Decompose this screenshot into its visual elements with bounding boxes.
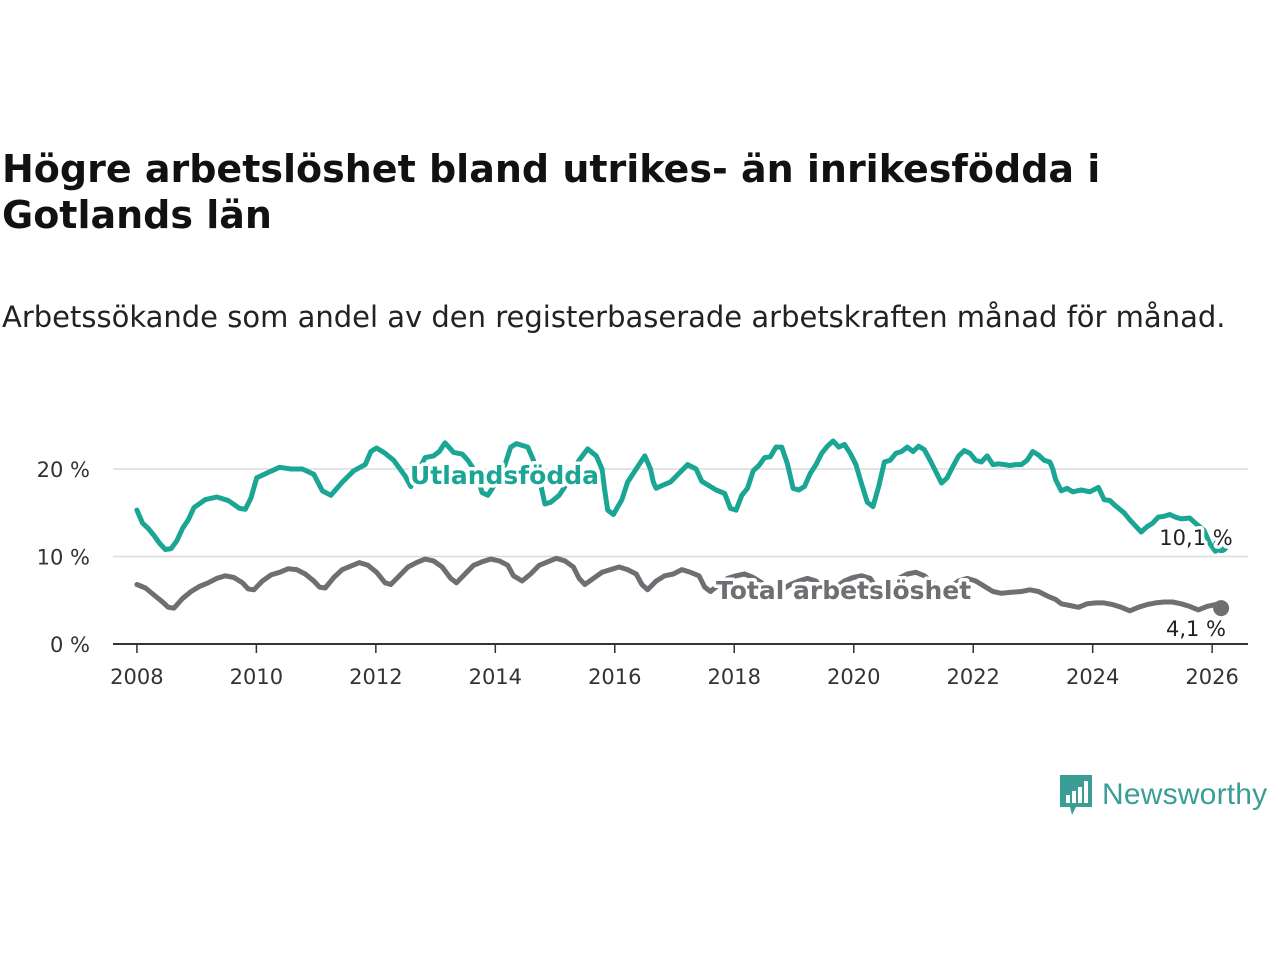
end-value-total-halo: 4,1 % [1166,617,1226,641]
series-label-utlandsfodda-halo: Utlandsfödda [410,461,599,490]
line-chart: 0 % 10 % 20 % 2008 2010 2012 2014 2016 2018 2020… [37,438,1248,689]
x-tick-label: 2022 [946,665,999,689]
chart-title: Högre arbetslöshet bland utrikes- än inr… [2,147,1101,237]
series-endpoint [1213,537,1230,554]
y-axis: 0 % 10 % 20 % [37,458,90,657]
brand-name: Newsworthy [1102,778,1268,811]
x-tick-label: 2012 [349,665,402,689]
y-tick-label: 20 % [37,458,90,482]
end-value-total: 4,1 % [1166,617,1226,641]
x-tick-label: 2026 [1185,665,1238,689]
series-lines [134,438,1230,617]
x-tick-label: 2018 [708,665,761,689]
end-value-utlandsfodda: 10,1 % [1159,526,1232,550]
series-label-utlandsfodda: Utlandsfödda [410,461,599,490]
series-line-total [134,555,1224,614]
y-tick-label: 10 % [37,546,90,570]
series-line-utlandsfodda [134,438,1224,554]
x-axis: 2008 2010 2012 2014 2016 2018 2020 2022 2024 2026 [110,643,1248,689]
chart-subtitle: Arbetssökande som andel av den registerb… [2,300,1226,334]
x-tick-label: 2014 [469,665,522,689]
bar-chart-icon [1060,775,1092,815]
x-tick-label: 2016 [588,665,641,689]
x-tick-label: 2010 [230,665,283,689]
y-tick-label: 0 % [50,633,90,657]
x-tick-label: 2008 [110,665,163,689]
gridlines [113,468,1248,558]
newsworthy-logo: Newsworthy [1058,773,1267,817]
series-label-total: Total arbetslöshet [716,576,971,605]
end-value-utlandsfodda-halo: 10,1 % [1159,526,1232,550]
x-tick-label: 2020 [827,665,880,689]
x-tick-label: 2024 [1066,665,1119,689]
series-endpoint [1213,600,1230,617]
series-label-total-halo: Total arbetslöshet [716,576,971,605]
